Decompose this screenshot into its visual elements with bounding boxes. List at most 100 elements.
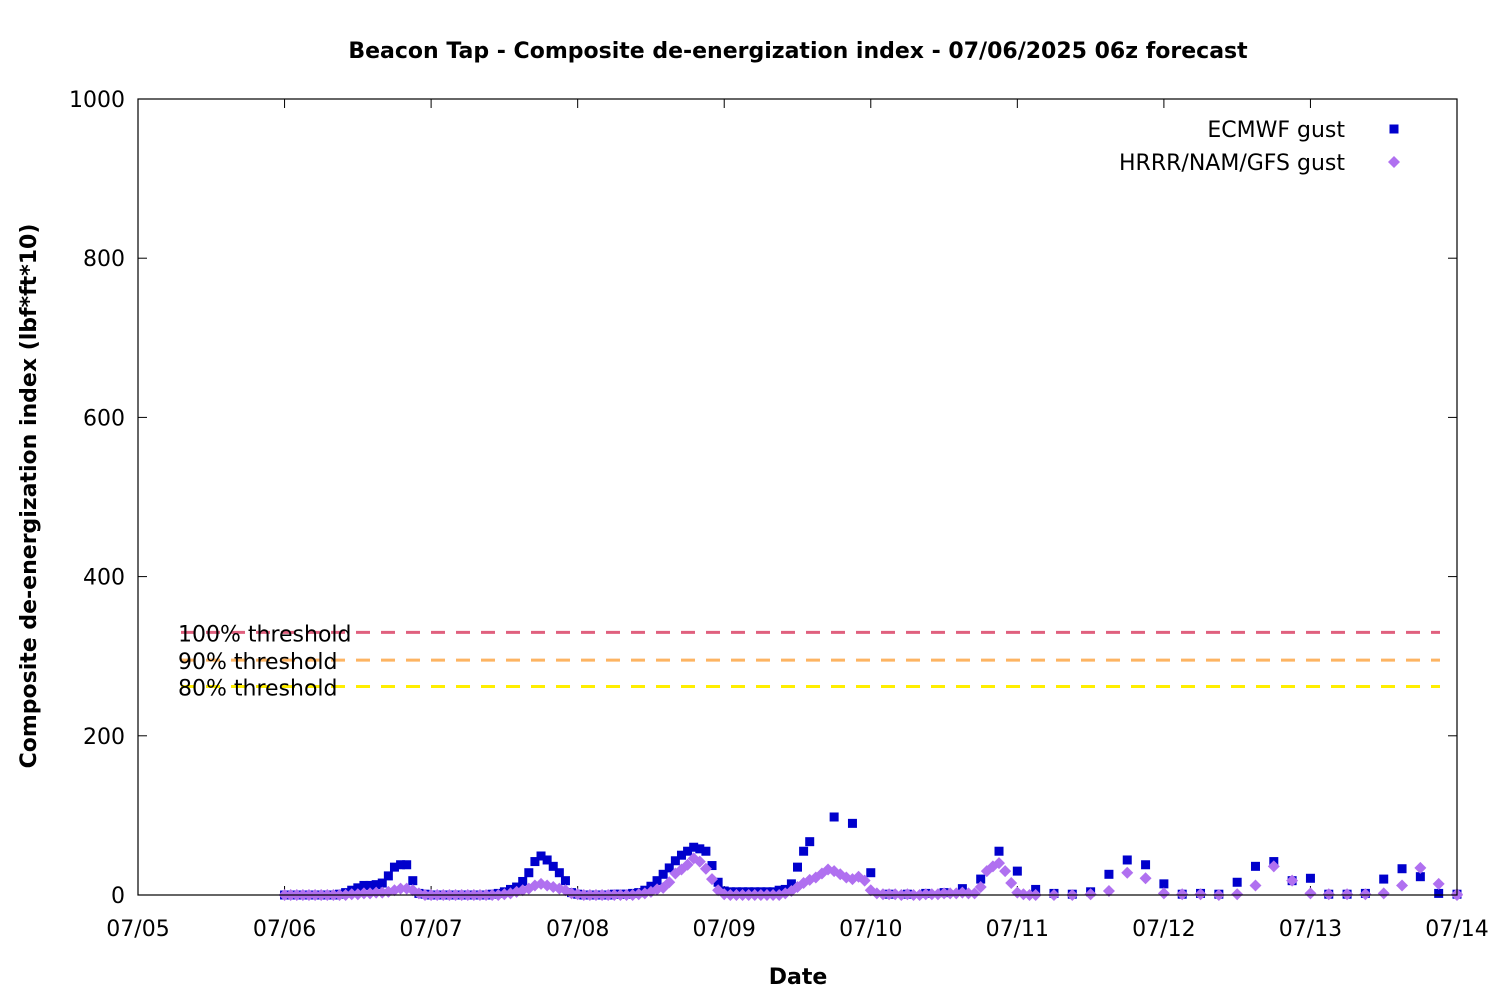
data-point <box>706 873 719 886</box>
data-point <box>805 837 815 847</box>
data-point <box>530 857 540 867</box>
data-point <box>1084 888 1097 901</box>
y-tick-label: 800 <box>83 247 125 272</box>
data-point <box>693 855 706 868</box>
data-point <box>518 876 528 886</box>
data-point <box>866 868 876 878</box>
data-point <box>560 876 570 886</box>
data-point <box>1005 877 1018 890</box>
plot-frame <box>137 98 1458 896</box>
data-point <box>699 862 712 875</box>
legend-marker <box>1389 124 1399 134</box>
data-point <box>359 880 369 890</box>
data-point <box>994 846 1004 856</box>
legend: ECMWF gust HRRR/NAM/GFS gust <box>1119 118 1400 176</box>
axis-ticks: 07/05 07/06 07/07 07/08 07/09 07/10 07/11 07/12… <box>69 88 1489 942</box>
legend-label: ECMWF gust <box>1207 118 1345 143</box>
data-point <box>689 842 699 852</box>
y-tick-label: 1000 <box>69 88 125 113</box>
data-point <box>1396 879 1409 892</box>
data-point <box>1122 855 1132 865</box>
data-point <box>944 887 957 900</box>
threshold-label: 80% threshold <box>178 676 338 701</box>
legend-marker <box>1388 156 1400 168</box>
x-tick-label: 07/14 <box>1425 917 1488 942</box>
data-marks <box>278 812 1463 901</box>
data-point <box>554 868 564 878</box>
data-point <box>993 857 1006 870</box>
data-point <box>1232 877 1242 887</box>
x-tick-label: 07/10 <box>839 917 902 942</box>
data-point <box>389 862 399 872</box>
threshold-label: 90% threshold <box>178 650 338 675</box>
data-point <box>1141 860 1151 870</box>
data-point <box>1231 888 1244 901</box>
y-axis-label: Composite de-energization index (lbf*ft*… <box>17 224 42 769</box>
data-point <box>938 887 951 900</box>
data-point <box>1305 873 1315 883</box>
data-point <box>695 844 705 854</box>
x-tick-label: 07/06 <box>253 917 316 942</box>
x-tick-label: 07/13 <box>1279 917 1342 942</box>
data-point <box>1286 874 1299 887</box>
data-point <box>793 862 802 872</box>
data-point <box>357 887 370 900</box>
data-point <box>1432 877 1445 890</box>
data-point <box>968 887 981 900</box>
data-point <box>1250 861 1260 871</box>
data-point <box>524 868 534 878</box>
data-point <box>976 874 986 884</box>
data-point <box>829 812 839 822</box>
data-point <box>847 818 857 828</box>
data-point <box>1414 861 1427 874</box>
x-tick-label: 07/07 <box>399 917 462 942</box>
x-tick-label: 07/12 <box>1132 917 1195 942</box>
data-point <box>658 869 668 879</box>
data-point <box>664 863 674 873</box>
data-point <box>1249 879 1262 892</box>
y-tick-label: 600 <box>83 406 125 431</box>
data-point <box>536 851 546 861</box>
x-tick-label: 07/11 <box>986 917 1049 942</box>
data-point <box>1176 888 1189 901</box>
data-point <box>1267 860 1280 873</box>
data-point <box>542 855 552 865</box>
data-point <box>402 860 412 870</box>
data-point <box>1322 888 1335 901</box>
data-point <box>1139 872 1152 885</box>
data-point <box>663 876 676 889</box>
data-point <box>652 876 662 886</box>
data-point <box>1121 866 1134 879</box>
data-point <box>786 879 796 889</box>
data-point <box>683 846 693 856</box>
data-point <box>883 888 896 901</box>
data-point <box>919 888 932 901</box>
data-point <box>1415 872 1425 882</box>
data-point <box>999 865 1012 878</box>
data-point <box>1397 864 1407 874</box>
data-point <box>377 878 387 888</box>
data-point <box>365 880 375 890</box>
x-axis-label: Date <box>769 965 828 990</box>
data-point <box>962 887 975 900</box>
data-point <box>670 856 680 866</box>
data-point <box>681 858 694 871</box>
data-point <box>876 888 889 901</box>
data-point <box>701 846 711 856</box>
data-point <box>370 886 383 899</box>
data-point <box>707 861 717 871</box>
data-point <box>799 846 809 856</box>
x-tick-label: 07/08 <box>546 917 609 942</box>
data-point <box>1341 888 1354 901</box>
data-point <box>345 888 358 901</box>
y-tick-label: 200 <box>83 725 125 750</box>
data-point <box>396 860 406 870</box>
data-point <box>548 861 558 871</box>
data-point <box>408 876 418 886</box>
data-point <box>713 877 723 887</box>
data-point <box>394 882 407 895</box>
data-point <box>1434 888 1444 898</box>
y-tick-label: 0 <box>111 884 125 909</box>
